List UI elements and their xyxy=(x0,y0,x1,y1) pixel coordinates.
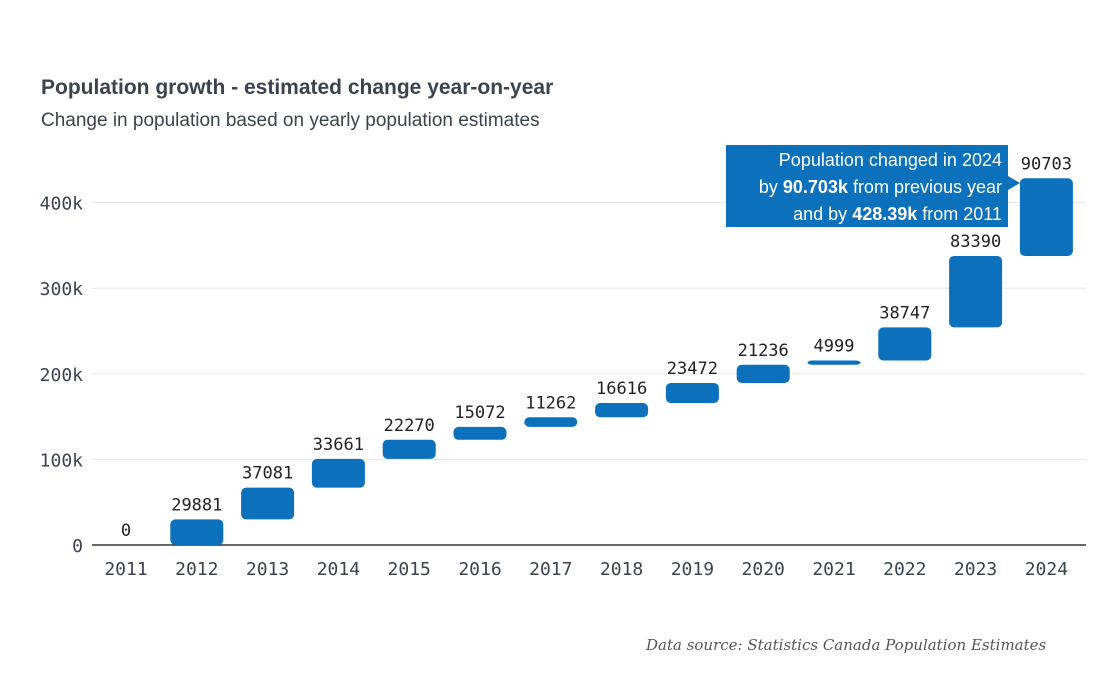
tooltip-line-2-suffix: from previous year xyxy=(852,177,1002,197)
x-tick-label: 2018 xyxy=(600,559,643,580)
data-label: 15072 xyxy=(454,403,505,423)
x-tick-label: 2013 xyxy=(246,559,289,580)
x-tick-label: 2014 xyxy=(317,559,360,580)
x-tick-label: 2017 xyxy=(529,559,572,580)
x-tick-label: 2019 xyxy=(671,559,714,580)
data-label: 22270 xyxy=(384,416,435,436)
data-label: 21236 xyxy=(738,341,789,361)
bar xyxy=(170,519,224,545)
data-label: 23472 xyxy=(667,359,718,379)
y-tick-label: 300k xyxy=(40,279,84,300)
tooltip-line-2: by 90.703k from previous year xyxy=(726,174,1002,201)
x-tick-label: 2023 xyxy=(954,559,997,580)
y-tick-label: 200k xyxy=(40,365,84,386)
x-tick-label: 2020 xyxy=(742,559,785,580)
y-tick-label: 0 xyxy=(72,536,83,557)
x-tick-label: 2016 xyxy=(458,559,501,580)
bar xyxy=(949,255,1003,328)
bar xyxy=(241,487,295,520)
x-tick-label: 2012 xyxy=(175,559,218,580)
y-tick-label: 400k xyxy=(40,194,84,215)
bar xyxy=(878,327,932,361)
data-label: 4999 xyxy=(814,336,855,356)
bar xyxy=(595,403,649,418)
tooltip-pointer xyxy=(1008,176,1020,190)
bar xyxy=(453,426,507,440)
bar xyxy=(736,364,790,383)
tooltip-line-3-prefix: and by xyxy=(793,204,848,224)
data-label: 16616 xyxy=(596,379,647,399)
chart-tooltip: Population changed in 2024 by 90.703k fr… xyxy=(726,145,1008,227)
data-label: 11262 xyxy=(525,393,576,413)
data-label: 0 xyxy=(121,521,131,541)
tooltip-total-value: 428.39k xyxy=(852,204,918,224)
data-label: 37081 xyxy=(242,464,293,484)
tooltip-line-1: Population changed in 2024 xyxy=(778,150,1002,170)
tooltip-change-value: 90.703k xyxy=(782,177,848,197)
bar xyxy=(382,439,436,459)
bar xyxy=(665,382,719,404)
tooltip-line-3: and by 428.39k from 2011 xyxy=(726,201,1002,228)
data-label: 38747 xyxy=(879,303,930,323)
x-tick-label: 2011 xyxy=(104,559,147,580)
data-label: 90703 xyxy=(1021,154,1072,174)
x-tick-label: 2015 xyxy=(388,559,431,580)
bar xyxy=(807,360,861,365)
bar xyxy=(524,417,578,427)
y-tick-label: 100k xyxy=(40,450,84,471)
data-source: Data source: Statistics Canada Populatio… xyxy=(646,636,1047,654)
bar xyxy=(1019,178,1073,256)
x-tick-label: 2022 xyxy=(883,559,926,580)
bar xyxy=(311,458,365,488)
x-tick-label: 2024 xyxy=(1025,559,1068,580)
data-label: 33661 xyxy=(313,435,364,455)
chart-subtitle: Change in population based on yearly pop… xyxy=(41,110,540,131)
data-label: 29881 xyxy=(171,495,222,515)
x-tick-label: 2021 xyxy=(812,559,855,580)
tooltip-line-2-prefix: by xyxy=(758,177,778,197)
data-label: 83390 xyxy=(950,232,1001,252)
chart-title: Population growth - estimated change yea… xyxy=(41,76,554,99)
tooltip-line-3-suffix: from 2011 xyxy=(922,204,1002,224)
